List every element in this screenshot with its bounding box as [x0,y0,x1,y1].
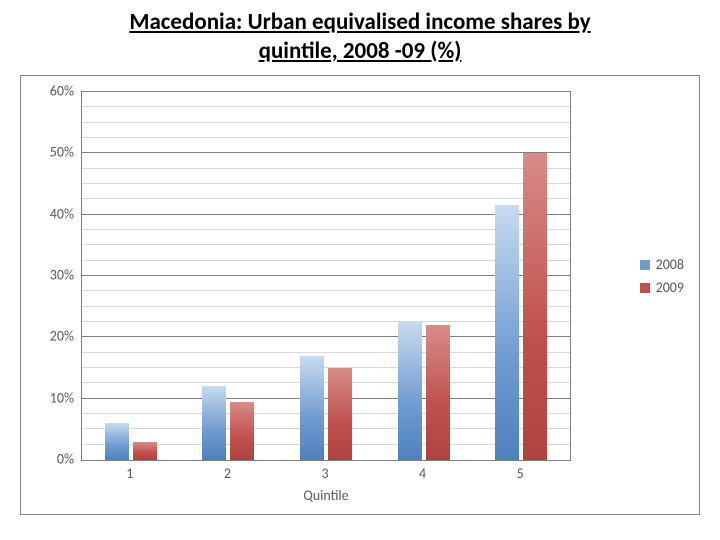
x-tick-label: 1 [126,465,133,482]
legend-item: 2008 [640,256,684,273]
gridline-minor [82,137,570,138]
legend-label: 2008 [656,256,684,273]
legend: 2008 2009 [640,256,684,302]
y-tick-label: 40% [24,205,74,222]
title-line-1: Macedonia: Urban equivalised income shar… [129,8,590,36]
bar [230,402,254,460]
bar [328,368,352,460]
legend-item: 2009 [640,279,684,296]
y-tick-label: 0% [24,451,74,468]
gridline-minor [82,106,570,107]
gridline-minor [82,183,570,184]
x-tick-label: 2 [224,465,231,482]
bar [523,153,547,460]
gridline-minor [82,168,570,169]
bar [300,356,324,460]
title-line-2: quintile, 2008 -09 (%) [259,37,462,65]
x-axis-label: Quintile [21,487,631,504]
y-tick-label: 50% [24,144,74,161]
bar [426,325,450,460]
x-tick-label: 5 [517,465,524,482]
y-tick-label: 20% [24,328,74,345]
bar [105,423,129,460]
bar [495,205,519,460]
y-tick-label: 60% [24,83,74,100]
legend-swatch [640,283,650,293]
x-tick-label: 3 [321,465,328,482]
chart-container: 2008 2009 Quintile 0% 10% 20% 30% 40% 50% 60% 1 2… [20,75,700,515]
y-tick-label: 30% [24,267,74,284]
y-tick-label: 10% [24,389,74,406]
x-tick-label: 4 [419,465,426,482]
bar [133,442,157,460]
bar [398,322,422,460]
gridline-minor [82,198,570,199]
legend-label: 2009 [656,279,684,296]
gridline-major [82,152,570,153]
legend-swatch [640,260,650,270]
chart-title: Macedonia: Urban equivalised income shar… [0,0,720,66]
gridline-minor [82,122,570,123]
plot-area [81,91,571,461]
bar [202,386,226,460]
